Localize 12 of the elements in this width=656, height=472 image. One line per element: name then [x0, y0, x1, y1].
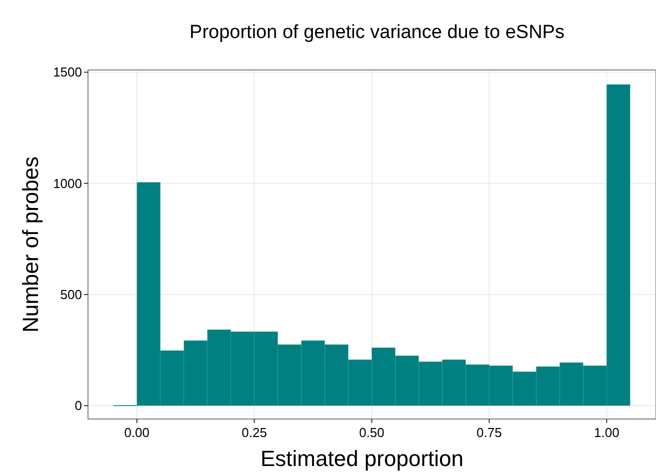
- x-tick-label: 0.50: [359, 425, 384, 440]
- y-tick-label: 1000: [53, 176, 82, 191]
- y-axis-title: Number of probes: [18, 156, 43, 333]
- x-tick-label: 1.00: [594, 425, 620, 440]
- x-tick-label: 0.25: [242, 425, 267, 440]
- x-tick-label: 0.00: [124, 425, 150, 440]
- y-tick-label: 0: [74, 398, 82, 414]
- y-tick-label: 1500: [53, 64, 82, 80]
- y-tick-label: 500: [60, 287, 82, 302]
- chart-title: Proportion of genetic variance due to eSNPs: [190, 22, 564, 43]
- x-axis-title: Estimated proportion: [260, 446, 464, 471]
- x-tick-label: 0.75: [476, 425, 502, 440]
